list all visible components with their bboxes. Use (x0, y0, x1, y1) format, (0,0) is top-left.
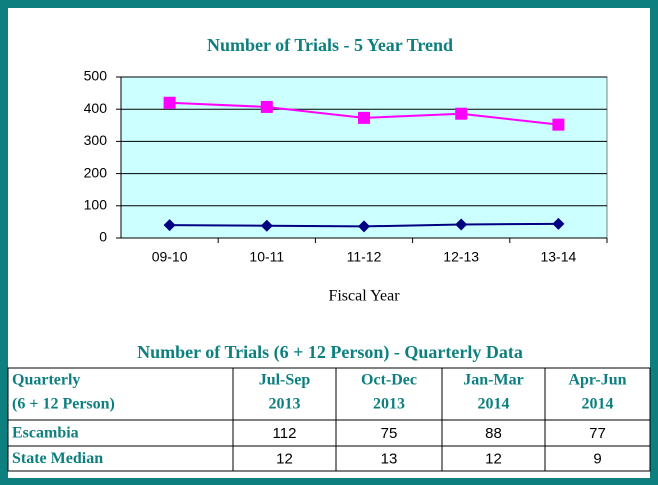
y-tick-label: 200 (84, 164, 108, 180)
marker (163, 219, 176, 232)
cell: 9 (593, 450, 601, 467)
x-tick-label: 12-13 (443, 249, 479, 265)
chart-title: Number of Trials - 5 Year Trend (207, 35, 453, 55)
x-tick-label: 13-14 (540, 249, 576, 265)
x-tick-label: 11-12 (347, 249, 382, 265)
marker (455, 107, 468, 120)
header-cell: Jan-Mar (463, 372, 523, 389)
table-title: Number of Trials (6 + 12 Person) - Quart… (137, 342, 523, 363)
x-tick-label: 09-10 (152, 249, 188, 265)
cell: 77 (589, 425, 606, 442)
cell: 88 (485, 425, 502, 442)
y-tick-label: 0 (99, 229, 107, 245)
x-tick-label: 10-11 (249, 249, 284, 265)
cell: 75 (381, 425, 398, 442)
header-cell: Jul-Sep (259, 372, 311, 389)
row-label: Escambia (12, 425, 79, 442)
marker (163, 96, 176, 109)
plot-area (120, 76, 608, 239)
row-label: State Median (12, 450, 103, 467)
header-cell: Quarterly (12, 372, 80, 389)
header-cell: Oct-Dec (361, 372, 417, 389)
marker (358, 220, 370, 233)
cell: 112 (273, 425, 297, 442)
marker (260, 100, 273, 113)
x-axis-label: Fiscal Year (328, 288, 400, 305)
marker (552, 217, 565, 230)
marker (358, 111, 370, 124)
y-tick-label: 300 (84, 132, 108, 148)
y-tick-label: 400 (84, 100, 108, 116)
header-cell: 2014 (582, 396, 614, 413)
header-cell: 2014 (478, 396, 510, 413)
marker (260, 219, 273, 232)
header-cell: Apr-Jun (568, 372, 626, 389)
y-tick-label: 500 (84, 68, 108, 84)
header-cell: (6 + 12 Person) (12, 396, 115, 413)
header-cell: 2013 (269, 396, 301, 413)
header-cell: 2013 (373, 396, 405, 413)
marker (552, 118, 565, 131)
cell: 13 (381, 450, 398, 467)
marker (455, 218, 468, 231)
cell: 12 (485, 450, 502, 467)
y-tick-label: 100 (84, 197, 108, 213)
cell: 12 (276, 450, 293, 467)
